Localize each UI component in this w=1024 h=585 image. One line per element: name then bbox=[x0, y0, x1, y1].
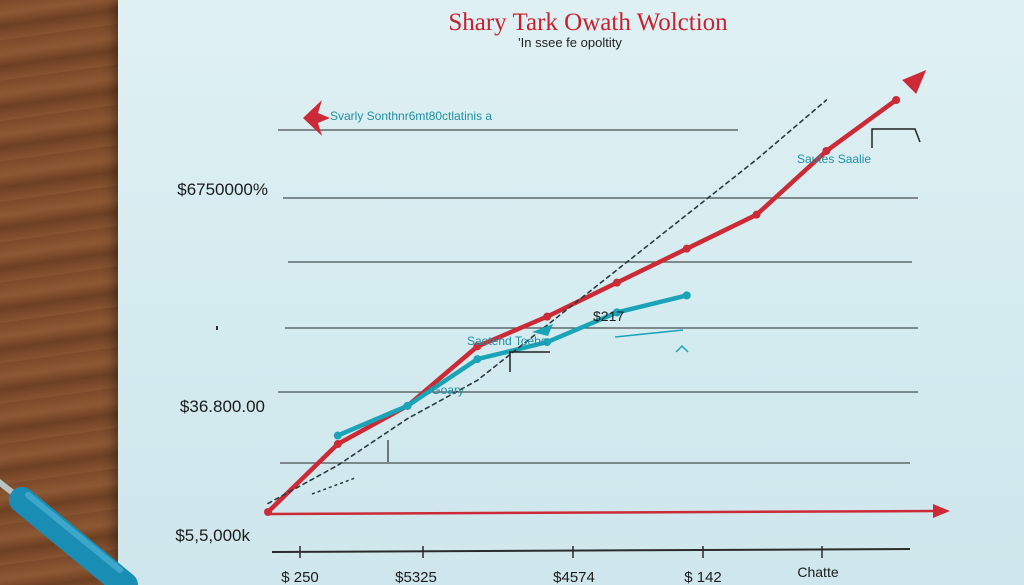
x-tick-label: $5325 bbox=[395, 569, 437, 585]
data-point bbox=[612, 308, 621, 317]
y-tick-label: $6750000% bbox=[177, 180, 268, 199]
chart-subtitle: 'In ssee fe opoltity bbox=[518, 35, 622, 50]
data-point bbox=[752, 210, 761, 219]
x-tick-label: $4574 bbox=[553, 569, 595, 585]
annotation-label: Saotehd Toebs bbox=[467, 334, 547, 348]
teal-marker bbox=[532, 324, 553, 336]
teal-marker bbox=[675, 344, 689, 353]
series-group bbox=[264, 70, 950, 518]
dashed-connector bbox=[311, 477, 356, 495]
x-axis bbox=[216, 326, 911, 558]
data-point bbox=[892, 96, 901, 104]
series-line bbox=[335, 293, 690, 438]
data-point bbox=[264, 508, 272, 516]
blue-pen bbox=[0, 479, 138, 585]
chart-paper-sheet bbox=[118, 0, 1024, 585]
annotation-label: $217 bbox=[593, 308, 624, 324]
data-point bbox=[473, 342, 482, 351]
series-line bbox=[267, 99, 828, 505]
data-point bbox=[822, 146, 831, 155]
gridlines bbox=[278, 129, 918, 464]
y-tick-label: $36.800.00 bbox=[180, 397, 265, 416]
pen-highlight bbox=[25, 492, 123, 573]
series-arrow-head bbox=[902, 70, 927, 94]
data-point bbox=[543, 338, 552, 347]
annotation-label: Sautes Saalie bbox=[797, 152, 871, 166]
data-point bbox=[403, 401, 412, 410]
red-pointer-marker bbox=[303, 100, 330, 136]
series-line bbox=[265, 97, 899, 515]
data-point bbox=[682, 244, 691, 253]
y-tick-label: $5,5,000k bbox=[175, 526, 250, 545]
annotation-markers bbox=[303, 100, 921, 495]
bracket-marker bbox=[509, 351, 550, 372]
x-tick-label: $ 250 bbox=[281, 569, 319, 585]
x-axis-title: Chatte bbox=[797, 564, 838, 580]
chart-title: Shary Tark Owath Wolction bbox=[448, 9, 728, 36]
baseline-arrow-head bbox=[933, 504, 950, 518]
pen-body bbox=[9, 487, 138, 585]
teal-connector bbox=[614, 329, 684, 338]
annotation-label: IGoary bbox=[428, 383, 464, 397]
baseline-arrow-line bbox=[267, 509, 936, 516]
data-point bbox=[682, 291, 691, 300]
x-axis-line bbox=[271, 548, 911, 553]
annotation-label: Svarly Sonthnr6mt80ctlatinis a bbox=[330, 109, 492, 123]
data-point bbox=[543, 312, 552, 321]
data-point bbox=[333, 431, 342, 440]
data-point bbox=[612, 278, 621, 287]
bracket-marker bbox=[871, 128, 921, 148]
data-point bbox=[333, 440, 342, 449]
data-point bbox=[473, 355, 482, 364]
x-tick-label: $ 142 bbox=[684, 569, 722, 585]
